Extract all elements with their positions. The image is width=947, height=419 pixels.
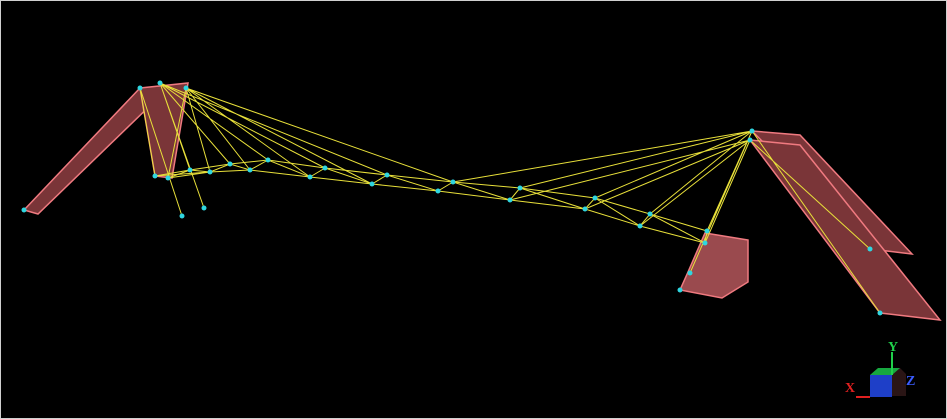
node xyxy=(747,137,753,143)
node xyxy=(322,165,328,171)
node xyxy=(637,223,643,229)
node xyxy=(384,172,390,178)
cable xyxy=(452,130,881,314)
node xyxy=(517,185,523,191)
axis-triad: Y X Z xyxy=(845,340,915,398)
node xyxy=(227,161,233,167)
node xyxy=(677,287,683,293)
node xyxy=(152,173,158,179)
node xyxy=(702,240,708,246)
cable xyxy=(167,169,706,244)
z-axis-label: Z xyxy=(906,374,915,389)
node xyxy=(687,270,693,276)
node xyxy=(867,246,873,252)
node xyxy=(369,181,375,187)
node xyxy=(307,174,313,180)
node xyxy=(749,128,755,134)
node xyxy=(704,228,710,234)
cable xyxy=(139,82,454,217)
nodes xyxy=(21,80,883,316)
right-ramp-lower xyxy=(748,139,942,321)
node xyxy=(582,206,588,212)
node xyxy=(507,197,513,203)
node xyxy=(207,169,213,175)
node xyxy=(592,195,598,201)
y-axis-label: Y xyxy=(888,340,898,355)
node xyxy=(201,205,207,211)
cube-front xyxy=(870,375,892,397)
node xyxy=(21,207,27,213)
node xyxy=(247,167,253,173)
node xyxy=(137,85,143,91)
node xyxy=(647,211,653,217)
x-axis-label: X xyxy=(845,381,855,396)
node xyxy=(179,213,185,219)
node xyxy=(877,310,883,316)
structure xyxy=(22,82,942,321)
node xyxy=(450,179,456,185)
node xyxy=(157,80,163,86)
node xyxy=(265,157,271,163)
node xyxy=(187,167,193,173)
node xyxy=(165,175,171,181)
node xyxy=(183,85,189,91)
node xyxy=(435,188,441,194)
